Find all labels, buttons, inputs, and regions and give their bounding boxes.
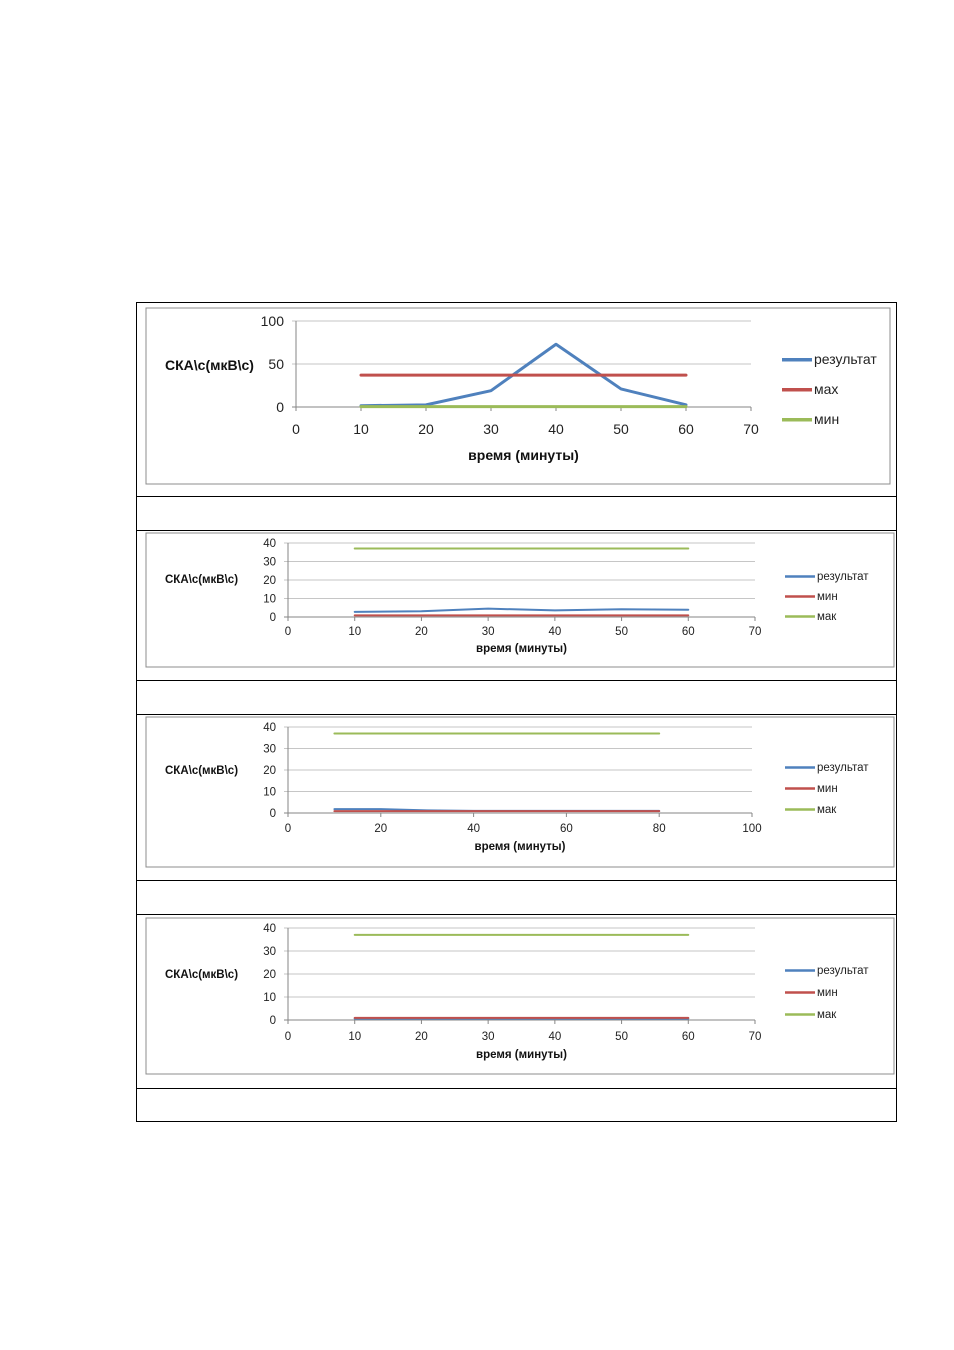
chart-table-frame: [136, 302, 897, 1122]
y-tick-label: 10: [263, 992, 276, 1004]
y-tick-label: 0: [270, 808, 276, 820]
y-tick-label: 10: [263, 594, 276, 606]
series-line-1: [353, 607, 690, 613]
y-tick-label: 100: [261, 313, 285, 329]
x-tick-label: 100: [742, 823, 761, 835]
table-row-divider: [136, 530, 897, 531]
y-tick-label: 30: [263, 946, 276, 958]
y-tick-label: 0: [270, 612, 276, 624]
x-tick-label: 60: [560, 823, 573, 835]
x-tick-label: 60: [678, 421, 694, 437]
y-tick-label: 10: [263, 787, 276, 799]
x-tick-label: 20: [415, 626, 428, 638]
x-tick-label: 70: [743, 421, 759, 437]
x-tick-label: 0: [292, 421, 300, 437]
x-tick-label: 0: [285, 1031, 291, 1043]
y-tick-label: 20: [263, 765, 276, 777]
x-tick-label: 50: [613, 421, 629, 437]
y-axis-label: СКА\с(мкВ\с): [165, 357, 254, 373]
y-tick-label: 20: [263, 575, 276, 587]
legend-entry: мин: [817, 783, 838, 795]
legend-entry: результат: [817, 762, 869, 774]
y-tick-label: 40: [263, 923, 276, 935]
x-tick-label: 70: [749, 626, 762, 638]
x-tick-label: 30: [483, 421, 499, 437]
x-axis-label: время (минуты): [475, 841, 566, 853]
x-tick-label: 60: [682, 1031, 695, 1043]
legend-entry: мин: [814, 411, 839, 427]
y-axis-label: СКА\с(мкВ\с): [165, 574, 238, 586]
legend-entry: результат: [817, 965, 869, 977]
legend-entry: результат: [817, 571, 869, 583]
x-axis-label: время (минуты): [468, 447, 579, 463]
chart-1-area: [145, 307, 891, 485]
legend-entry: мах: [814, 381, 838, 397]
x-tick-label: 60: [682, 626, 695, 638]
y-tick-label: 30: [263, 557, 276, 569]
legend-entry: мин: [817, 591, 838, 603]
x-tick-label: 30: [482, 1031, 495, 1043]
x-tick-label: 40: [548, 626, 561, 638]
x-tick-label: 70: [749, 1031, 762, 1043]
x-tick-label: 40: [467, 823, 480, 835]
legend-entry: мак: [817, 611, 837, 623]
y-tick-label: 0: [270, 1015, 276, 1027]
x-tick-label: 10: [348, 1031, 361, 1043]
x-tick-label: 20: [418, 421, 434, 437]
legend-entry: мак: [817, 1009, 837, 1021]
x-axis-label: время (минуты): [476, 643, 567, 655]
x-tick-label: 10: [348, 626, 361, 638]
x-tick-label: 40: [548, 421, 564, 437]
y-tick-label: 0: [276, 399, 284, 415]
x-tick-label: 20: [415, 1031, 428, 1043]
y-tick-label: 30: [263, 744, 276, 756]
legend-entry: мак: [817, 804, 837, 816]
y-tick-label: 50: [268, 356, 284, 372]
chart-4-area: [145, 917, 895, 1075]
x-tick-label: 80: [653, 823, 666, 835]
series-line-1: [359, 342, 688, 408]
table-row-divider: [136, 714, 897, 715]
x-tick-label: 0: [285, 823, 291, 835]
x-tick-label: 40: [548, 1031, 561, 1043]
x-tick-label: 0: [285, 626, 291, 638]
chart-2-area: [145, 532, 895, 668]
x-tick-label: 30: [482, 626, 495, 638]
legend-entry: результат: [814, 351, 877, 367]
table-row-divider: [136, 880, 897, 881]
x-tick-label: 20: [374, 823, 387, 835]
table-row-divider: [136, 1088, 897, 1089]
x-tick-label: 50: [615, 1031, 628, 1043]
y-axis-label: СКА\с(мкВ\с): [165, 969, 238, 981]
x-tick-label: 10: [353, 421, 369, 437]
x-axis-label: время (минуты): [476, 1049, 567, 1061]
x-tick-label: 50: [615, 626, 628, 638]
y-axis-label: СКА\с(мкВ\с): [165, 765, 238, 777]
table-row-divider: [136, 496, 897, 497]
legend-entry: мин: [817, 987, 838, 999]
y-tick-label: 40: [263, 722, 276, 734]
table-row-divider: [136, 914, 897, 915]
table-row-divider: [136, 680, 897, 681]
y-tick-label: 20: [263, 969, 276, 981]
y-tick-label: 40: [263, 538, 276, 550]
